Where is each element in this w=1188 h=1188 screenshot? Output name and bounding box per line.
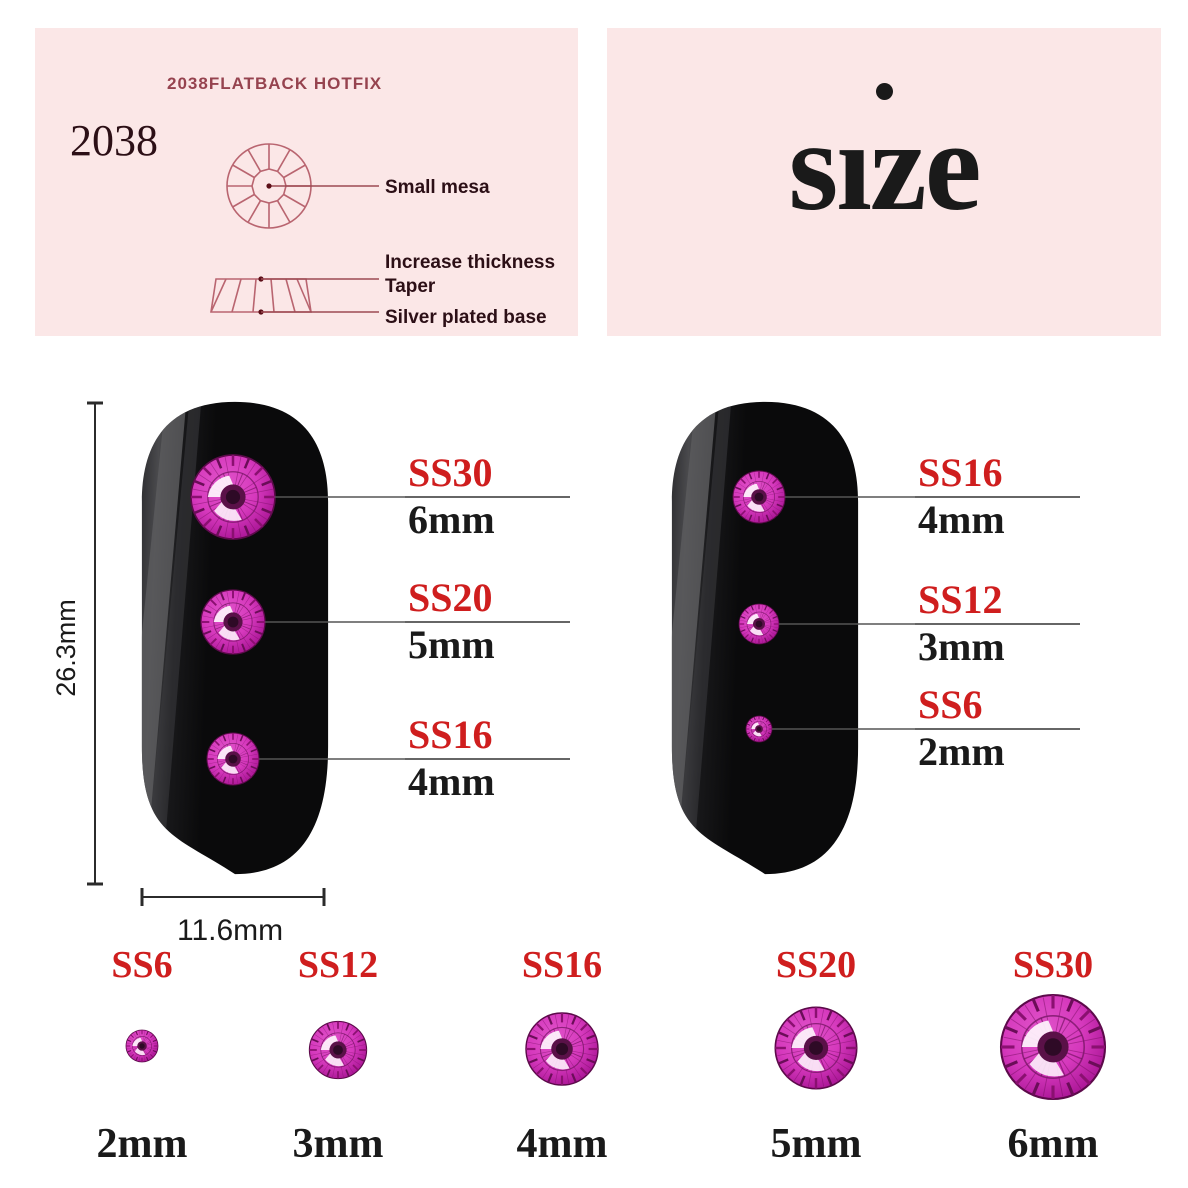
svg-text:3mm: 3mm <box>918 624 1005 669</box>
svg-text:SS12: SS12 <box>918 577 1003 622</box>
svg-text:5mm: 5mm <box>771 1121 862 1167</box>
svg-text:2mm: 2mm <box>97 1121 188 1167</box>
svg-text:2mm: 2mm <box>918 729 1005 774</box>
svg-text:SS12: SS12 <box>298 944 378 986</box>
svg-text:SS16: SS16 <box>918 450 1003 495</box>
svg-text:SS20: SS20 <box>776 944 856 986</box>
svg-text:26.3mm: 26.3mm <box>51 599 81 697</box>
svg-text:11.6mm: 11.6mm <box>177 914 283 947</box>
svg-text:SS30: SS30 <box>1013 944 1093 986</box>
svg-text:SS16: SS16 <box>408 712 493 757</box>
svg-text:3mm: 3mm <box>293 1121 384 1167</box>
svg-text:SS6: SS6 <box>111 944 172 986</box>
svg-text:SS30: SS30 <box>408 450 493 495</box>
svg-text:6mm: 6mm <box>408 497 495 542</box>
svg-text:4mm: 4mm <box>918 497 1005 542</box>
svg-text:SS20: SS20 <box>408 575 493 620</box>
svg-text:4mm: 4mm <box>408 759 495 804</box>
svg-text:SS16: SS16 <box>522 944 602 986</box>
svg-text:4mm: 4mm <box>517 1121 608 1167</box>
svg-text:5mm: 5mm <box>408 622 495 667</box>
svg-text:SS6: SS6 <box>918 682 983 727</box>
svg-text:6mm: 6mm <box>1008 1121 1099 1167</box>
